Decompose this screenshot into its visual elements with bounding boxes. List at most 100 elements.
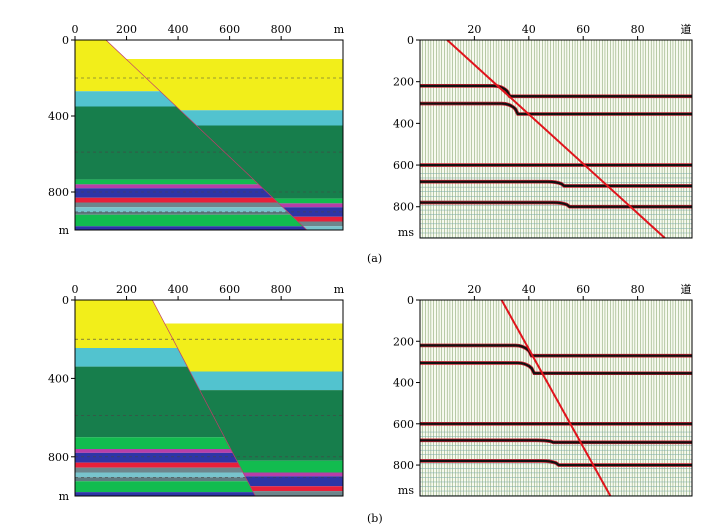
fault-reflection-line (500, 300, 612, 496)
yellow-layer-footwall (75, 40, 161, 92)
fault-line (105, 40, 308, 230)
model-x-tick-label: 0 (72, 23, 79, 36)
grey-band-2-hangingwall (308, 231, 343, 234)
cyan-band-hangingwall (255, 496, 343, 501)
cyan-layer-footwall (75, 348, 188, 367)
magenta-band-hangingwall (243, 472, 343, 477)
cyan-band-footwall (75, 207, 288, 212)
seismic-x-tick-label: 60 (576, 283, 590, 296)
model-x-tick-label: 400 (168, 283, 189, 296)
fault-reflection-line (446, 40, 666, 238)
model-y-tick-label: 400 (48, 372, 69, 385)
seismic-frame (419, 299, 693, 497)
event-1 (420, 102, 692, 116)
seismic-x-tick-label: 80 (631, 23, 645, 36)
model-frame (74, 39, 344, 231)
seismic-frame (419, 39, 693, 239)
fault-line (151, 300, 256, 496)
green-base-hangingwall (331, 253, 347, 268)
model-x-tick-label: 800 (271, 283, 292, 296)
model-y-unit: m (59, 490, 70, 503)
seismic-y-tick-label: 800 (393, 459, 414, 472)
model-y-tick-label: 800 (48, 451, 69, 464)
seismic-y-tick-label: 600 (393, 159, 414, 172)
model-x-tick-label: 600 (219, 283, 240, 296)
magenta-band-footwall (75, 448, 233, 453)
event-4 (420, 459, 692, 467)
seismic-x-tick-label: 40 (522, 23, 536, 36)
seismic-traces (420, 40, 692, 238)
panel-b: 0 200 400 600 800 m 0 400 800 m 20 40 60 80 道 0 200 400 60… (48, 282, 693, 526)
yellow-layer-hangingwall (164, 323, 343, 372)
model-x-tick-label: 400 (168, 23, 189, 36)
model-x-tick-label: 200 (116, 283, 137, 296)
model-x-tick-label: 800 (271, 23, 292, 36)
grey-band-1-hangingwall (297, 221, 343, 227)
model-y-tick-label: 0 (62, 294, 69, 307)
red-band-hangingwall (250, 486, 343, 492)
model-x-unit: m (334, 23, 345, 36)
model-y-tick-label: 0 (62, 34, 69, 47)
seismic-x-tick-label: 80 (631, 283, 645, 296)
green-layer-upper-hangingwall (196, 125, 343, 199)
seismic-y-tick-label: 400 (393, 117, 414, 130)
seismic-x-unit: 道 (681, 22, 692, 36)
event-3 (420, 180, 692, 187)
green-base-footwall (75, 234, 327, 249)
light-green-band-footwall (75, 179, 259, 185)
cyan-layer-hangingwall (180, 110, 343, 126)
green-band-lower-footwall (75, 481, 254, 493)
blue-band-hangingwall (282, 207, 343, 217)
blue-band-lower-hangingwall (323, 245, 343, 253)
seismic-traces (420, 300, 692, 496)
cyan-layer-hangingwall (189, 371, 343, 391)
event-4 (420, 201, 692, 208)
model-layers (75, 300, 343, 526)
seismic-y-tick-label: 800 (393, 201, 414, 214)
yellow-layer-footwall (75, 300, 178, 349)
seismic-y-tick-label: 200 (393, 335, 414, 348)
magenta-band-hangingwall (278, 203, 343, 208)
cyan-layer-footwall (75, 91, 177, 107)
blue-band-footwall (75, 188, 273, 198)
red-band-footwall (75, 197, 278, 203)
blue-band-hangingwall (245, 476, 343, 487)
model-layers (75, 40, 347, 268)
seismic-x-tick-label: 40 (522, 283, 536, 296)
grey-band-2-hangingwall (258, 501, 343, 505)
seismic-y-unit: ms (398, 484, 414, 497)
event-0 (420, 84, 692, 98)
cyan-band-hangingwall (302, 226, 343, 230)
seismic-y-tick-label: 0 (407, 34, 414, 47)
green-layer-upper-hangingwall (199, 390, 343, 461)
model-x-tick-label: 600 (219, 23, 240, 36)
green-base-footwall (75, 502, 271, 526)
red-band-footwall (75, 462, 241, 468)
model-y-tick-label: 800 (48, 186, 69, 199)
caption-b: (b) (367, 512, 383, 525)
green-layer-upper-footwall (75, 106, 254, 180)
seismic-x-tick-label: 20 (467, 283, 481, 296)
model-y-unit: m (59, 224, 70, 237)
panel-a: 0 200 400 600 800 m 0 400 800 m 20 40 60 80 道 0 200 400 60… (48, 22, 693, 268)
seismic-y-tick-label: 0 (407, 294, 414, 307)
grey-band-2-footwall (75, 211, 291, 215)
seismic-x-unit: 道 (681, 282, 692, 296)
light-green-band-hangingwall (273, 198, 343, 204)
model-frame (74, 299, 344, 497)
seismic-x-tick-label: 60 (576, 23, 590, 36)
green-band-lower-hangingwall (311, 234, 343, 245)
event-1 (420, 361, 692, 375)
grey-band-1-hangingwall (252, 491, 343, 496)
model-x-unit: m (334, 283, 345, 296)
blue-band-lower-footwall (75, 492, 256, 496)
seismic-y-tick-label: 400 (393, 377, 414, 390)
yellow-layer-hangingwall (126, 59, 343, 111)
seismic-x-tick-label: 20 (467, 23, 481, 36)
magenta-band-footwall (75, 184, 263, 189)
red-band-hangingwall (292, 216, 343, 222)
grey-band-1-footwall (75, 467, 244, 473)
light-green-band-hangingwall (236, 460, 343, 473)
model-x-tick-label: 200 (116, 23, 137, 36)
